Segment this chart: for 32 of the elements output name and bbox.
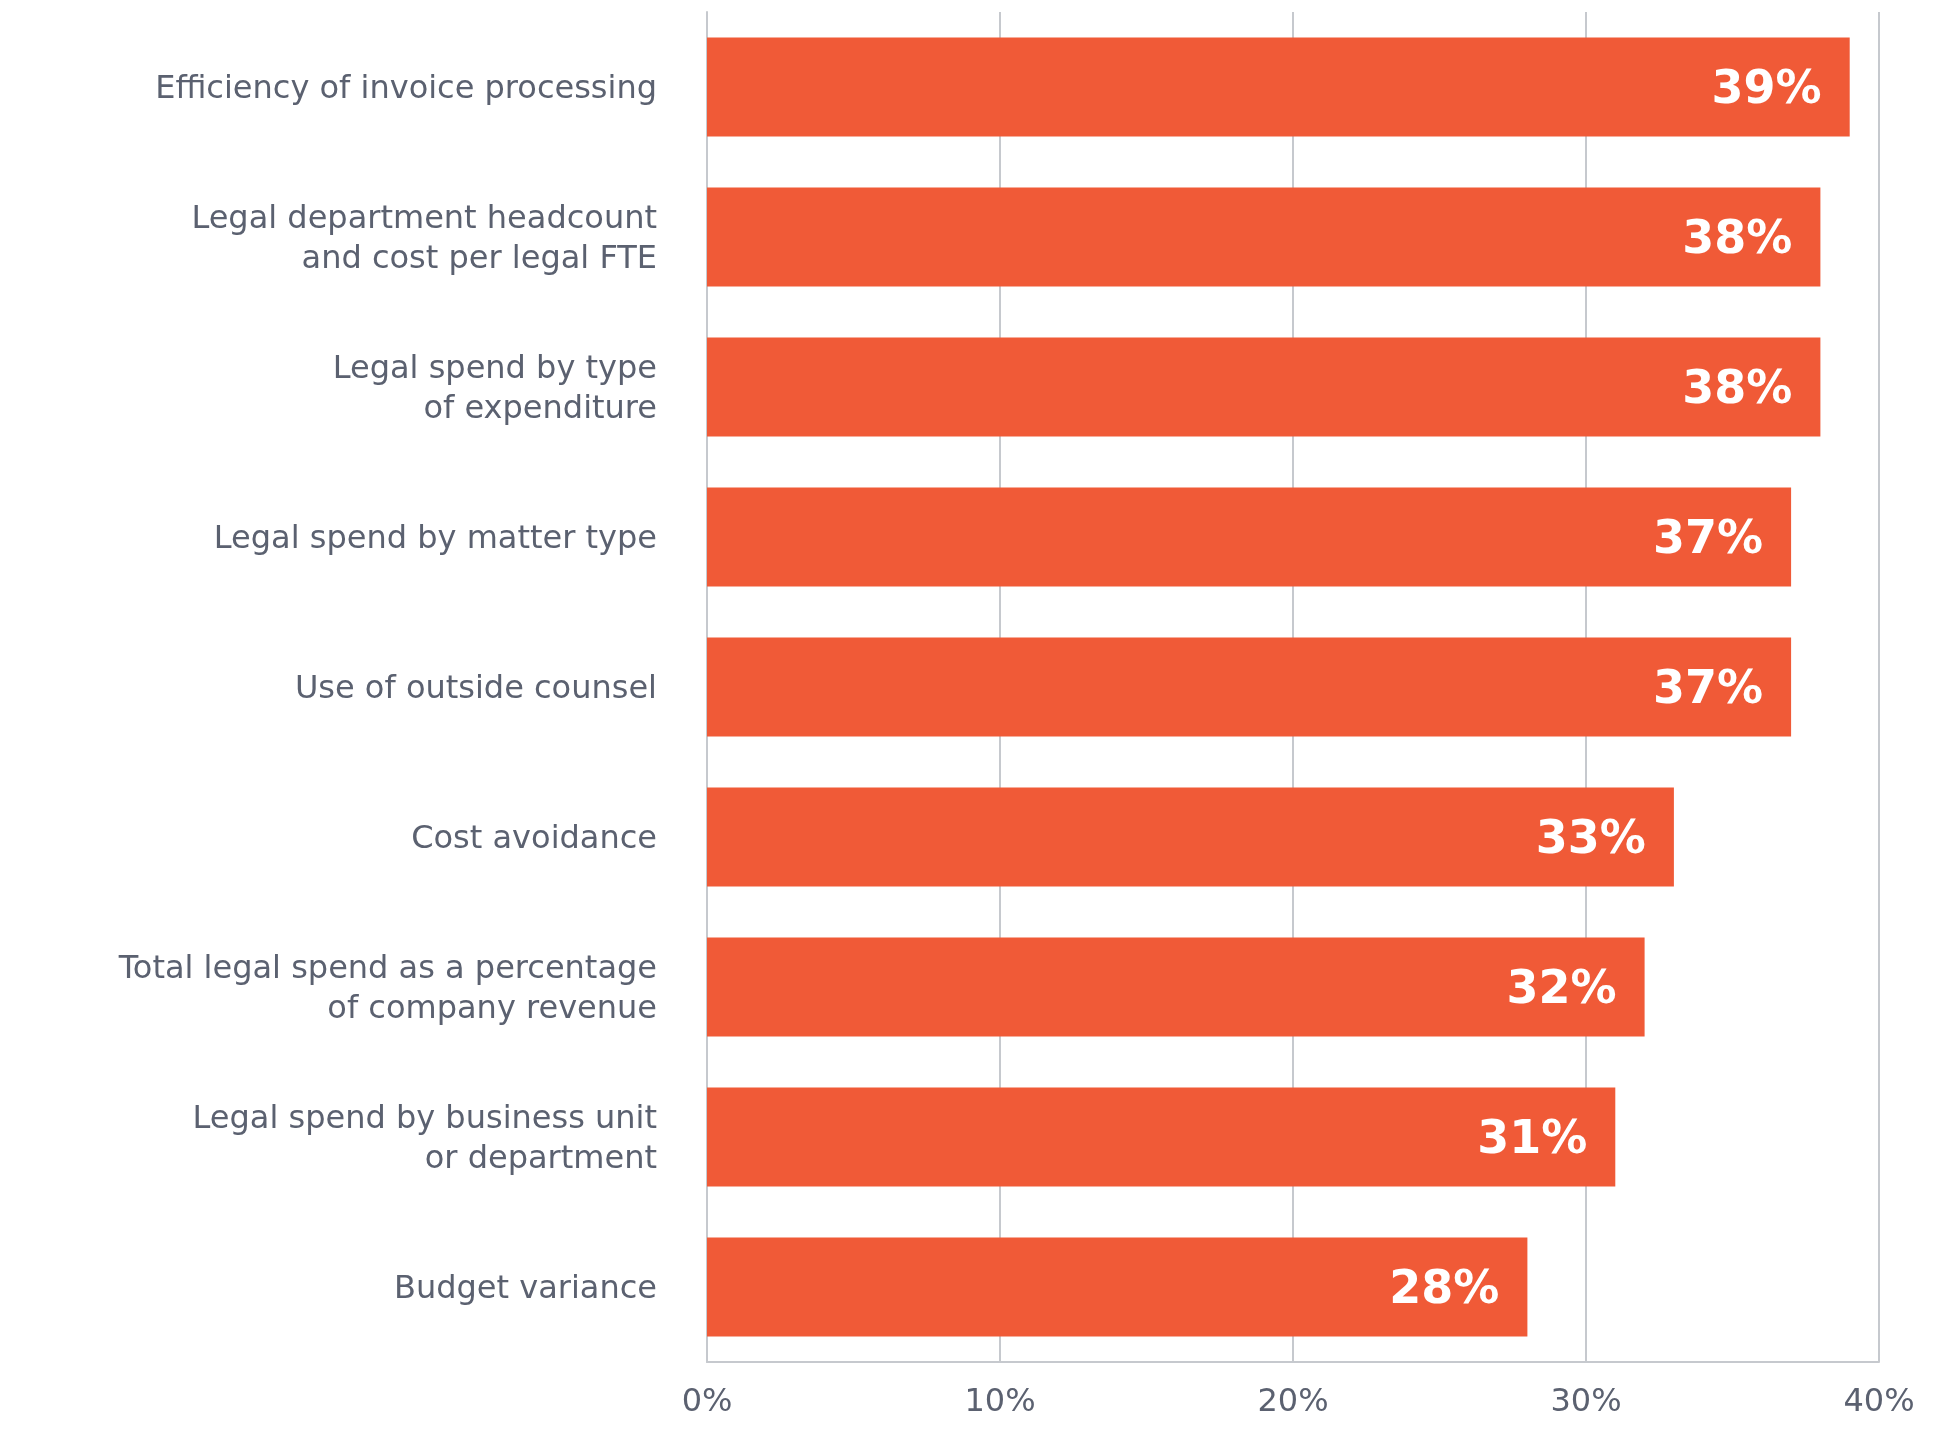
- bar: [707, 1087, 1616, 1187]
- bar: [707, 1237, 1528, 1337]
- y-tick-label: Legal department headcount and cost per legal FTE: [191, 198, 657, 276]
- data-label: 28%: [1389, 1260, 1500, 1314]
- data-label: 37%: [1652, 510, 1764, 564]
- data-label: 38%: [1682, 360, 1793, 414]
- y-tick-label: Legal spend by business unit or department: [192, 1098, 657, 1176]
- x-tick-label: 40%: [1843, 1381, 1915, 1419]
- data-label: 38%: [1682, 210, 1793, 264]
- x-tick-label: 0%: [681, 1381, 733, 1419]
- data-label: 31%: [1477, 1110, 1588, 1164]
- bar: [707, 787, 1674, 887]
- y-tick-label: Use of outside counsel: [294, 668, 657, 706]
- bar: [707, 37, 1850, 137]
- bar: [707, 487, 1792, 587]
- y-tick-label: Legal spend by matter type: [213, 518, 657, 556]
- bar: [707, 187, 1821, 287]
- bar: [707, 937, 1645, 1037]
- y-tick-label: Efficiency of invoice processing: [155, 68, 657, 106]
- data-label: 37%: [1652, 660, 1764, 714]
- x-tick-label: 20%: [1257, 1381, 1329, 1419]
- x-tick-label: 30%: [1550, 1381, 1622, 1419]
- y-tick-label: Budget variance: [393, 1268, 657, 1306]
- x-tick-label: 10%: [964, 1381, 1036, 1419]
- y-tick-label: Total legal spend as a percentage of company revenue: [117, 948, 657, 1026]
- data-label: 32%: [1506, 960, 1617, 1014]
- bar: [707, 337, 1821, 437]
- y-tick-label: Legal spend by type of expenditure: [332, 348, 657, 426]
- y-tick-label: Cost avoidance: [411, 818, 657, 856]
- data-label: 33%: [1535, 810, 1646, 864]
- bar: [707, 637, 1792, 737]
- data-label: 39%: [1711, 60, 1822, 114]
